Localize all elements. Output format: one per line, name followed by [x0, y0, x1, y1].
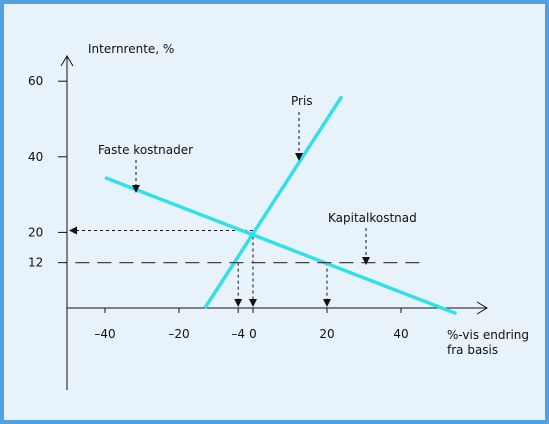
y-tick-label: 20 [28, 225, 43, 239]
x-tick-label: –40 [94, 327, 115, 341]
chart-panel [4, 4, 545, 420]
annotation-kapitalkostnad: Kapitalkostnad [328, 211, 417, 225]
series-faste-kostnader [104, 175, 458, 316]
y-axis-label: Internrente, % [88, 42, 174, 56]
y-tick-label: 60 [28, 74, 43, 88]
x-tick-label: 20 [319, 327, 334, 341]
annotation-pris: Pris [291, 94, 313, 108]
annotation-faste-kostnader: Faste kostnader [98, 143, 193, 157]
x-axis-label-line: %-vis endring [447, 328, 529, 342]
x-tick-label: –20 [168, 327, 189, 341]
x-tick-label: 0 [249, 327, 257, 341]
x-tick-label: 40 [393, 327, 408, 341]
x-axis-label-line: fra basis [447, 343, 498, 357]
x-tick-label: –4 [231, 327, 245, 341]
y-tick-label: 40 [28, 150, 43, 164]
series-pris [203, 95, 344, 309]
y-tick-label: 12 [28, 256, 43, 270]
x-axis-arrowhead [476, 301, 488, 315]
y-axis-arrowhead [60, 55, 74, 67]
